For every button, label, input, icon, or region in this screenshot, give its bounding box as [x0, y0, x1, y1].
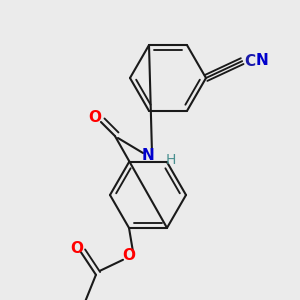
Text: N: N	[255, 52, 268, 68]
Text: O: O	[70, 241, 83, 256]
Text: O: O	[122, 248, 136, 263]
Text: O: O	[88, 110, 101, 124]
Text: C: C	[244, 54, 255, 69]
Text: N: N	[142, 148, 154, 163]
Text: H: H	[166, 153, 176, 167]
